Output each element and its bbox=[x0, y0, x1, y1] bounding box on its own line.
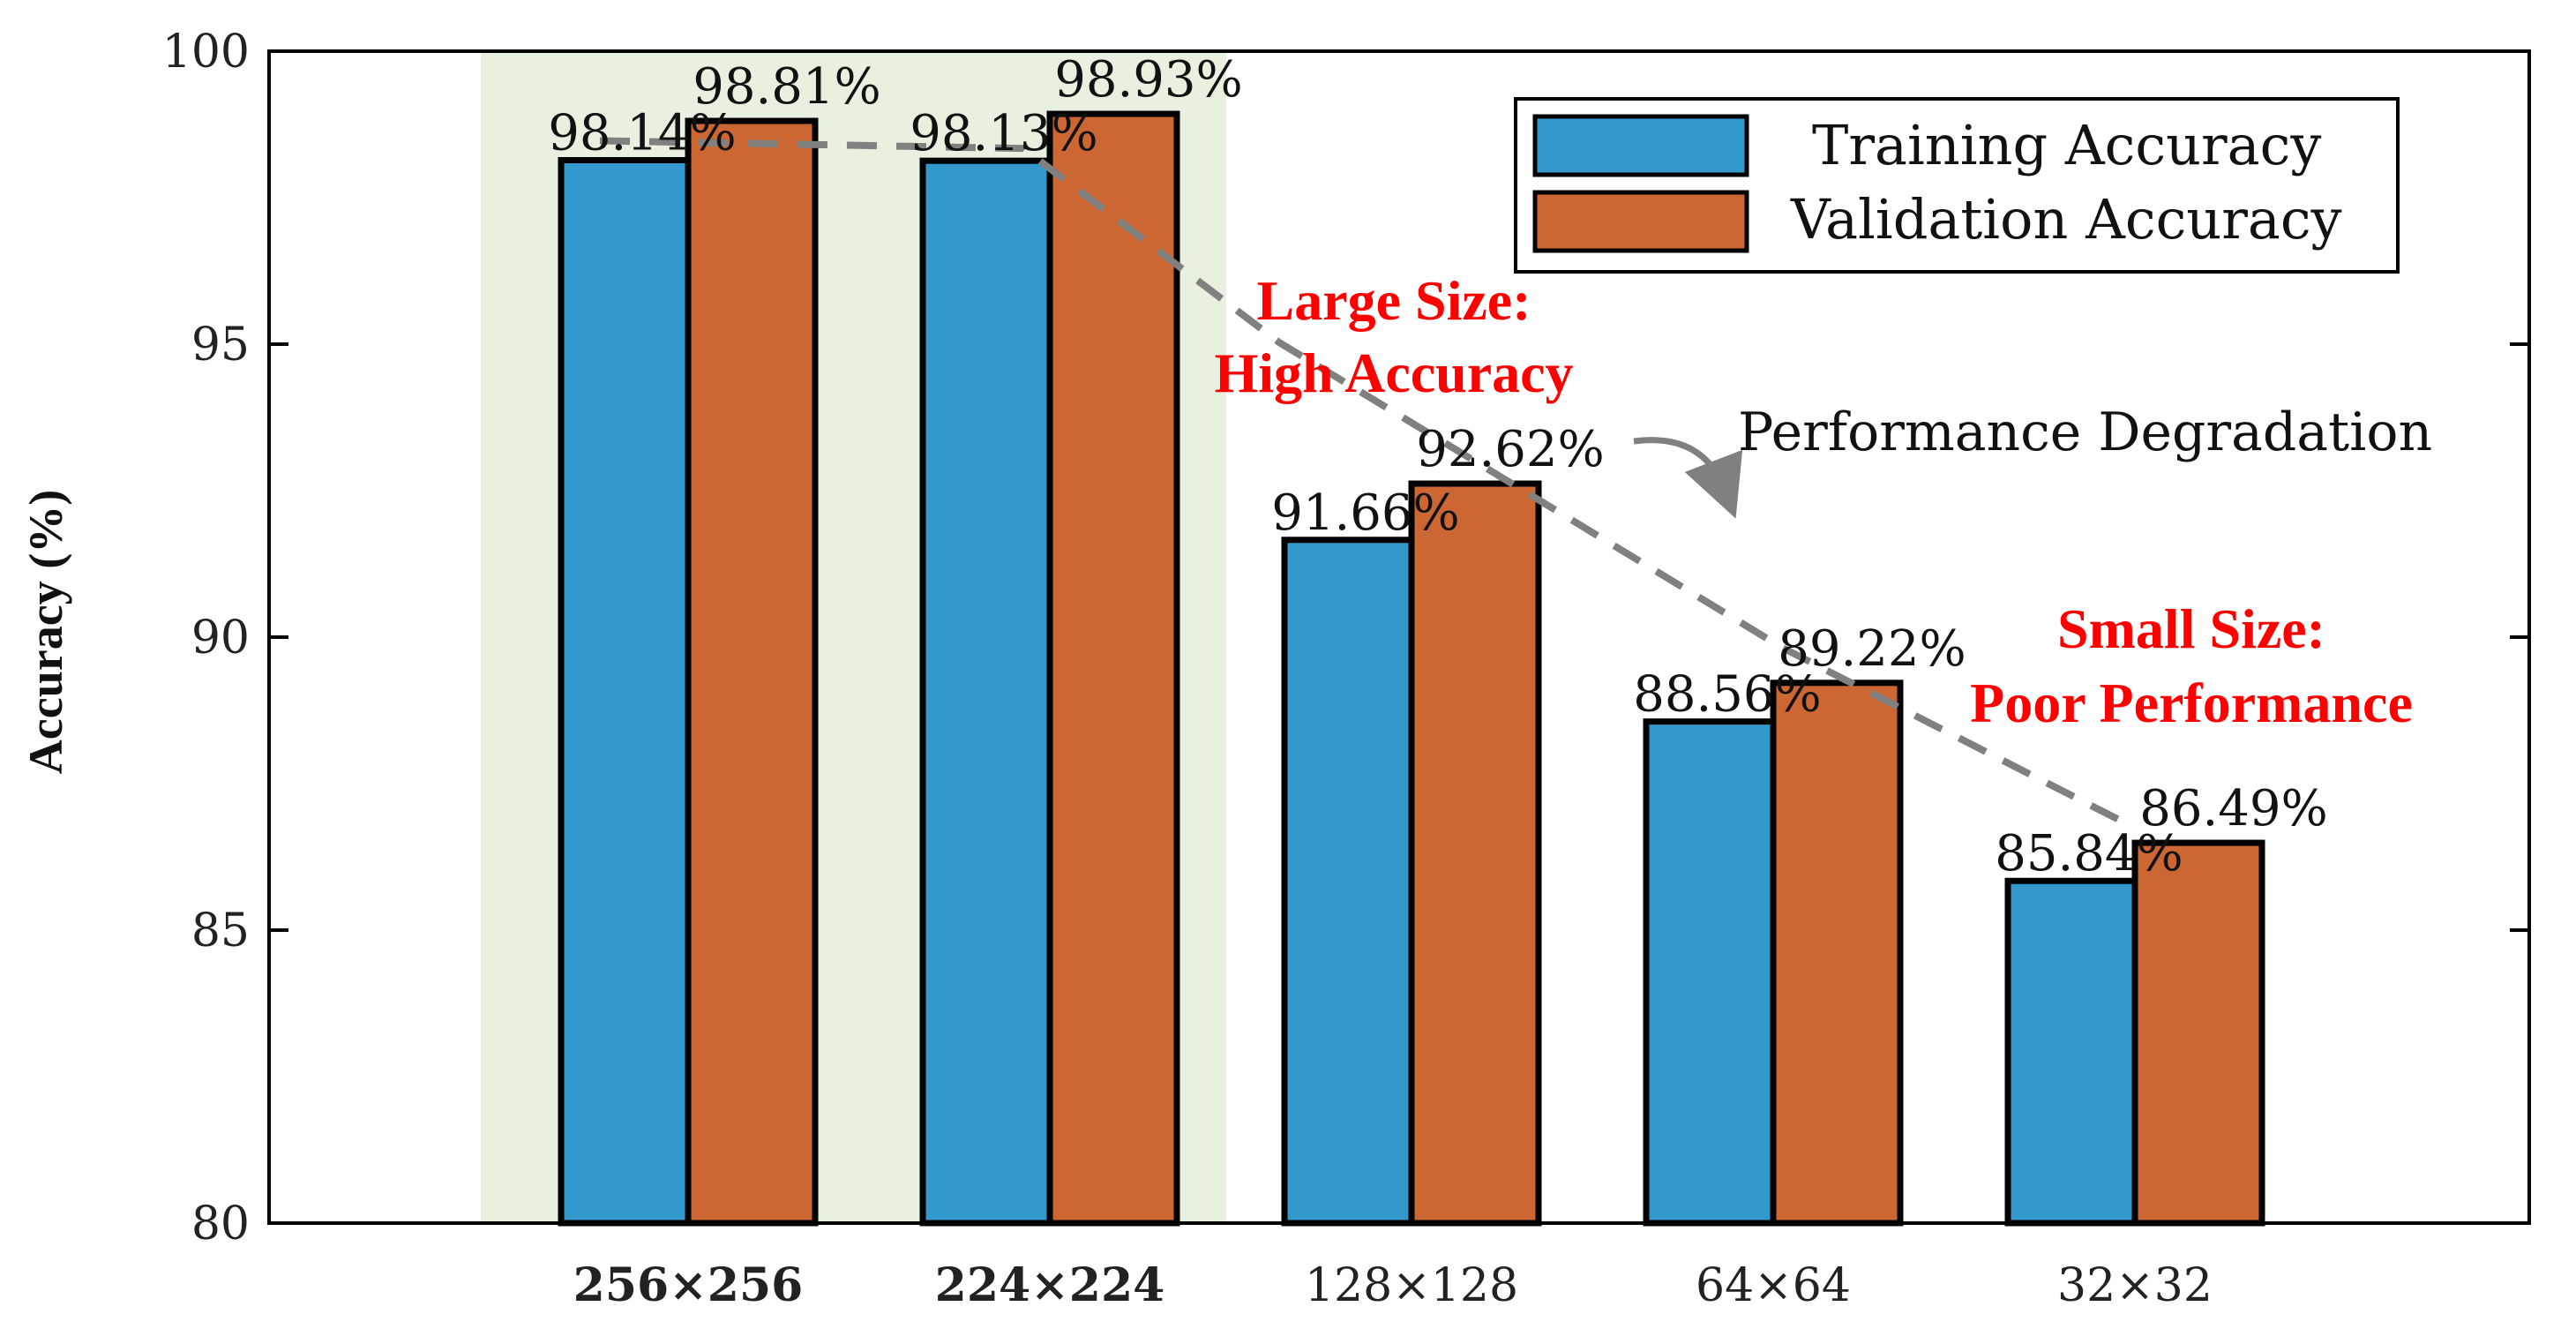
value-label-validation: 98.81% bbox=[693, 58, 881, 116]
degradation-label: Performance Degradation bbox=[1738, 402, 2432, 463]
bar-validation bbox=[685, 117, 819, 1227]
annotation-large-size: Large Size: High Accuracy bbox=[1214, 269, 1573, 404]
degradation-arrow bbox=[1633, 437, 1743, 519]
x-tick-label: 256×256 bbox=[573, 1258, 804, 1312]
y-tick-label: 80 bbox=[191, 1198, 250, 1250]
value-label-validation: 98.93% bbox=[1054, 51, 1243, 109]
bar-validation bbox=[2131, 839, 2265, 1227]
value-label-validation: 89.22% bbox=[1778, 620, 1966, 678]
x-tick-label: 128×128 bbox=[1305, 1259, 1518, 1312]
legend-swatch-training bbox=[1532, 114, 1749, 177]
bar-training bbox=[558, 157, 692, 1227]
bar-validation bbox=[1408, 480, 1542, 1227]
y-axis-title: Accuracy (%) bbox=[19, 490, 72, 774]
bar-validation bbox=[1046, 110, 1180, 1227]
value-label-training: 88.56% bbox=[1633, 666, 1822, 724]
y-tick-label: 85 bbox=[191, 905, 250, 957]
value-label-validation: 92.62% bbox=[1416, 421, 1605, 478]
value-label-validation: 86.49% bbox=[2139, 780, 2328, 837]
legend-label-validation: Validation Accuracy bbox=[1790, 187, 2342, 252]
bar-training bbox=[1281, 537, 1415, 1227]
legend-swatch-validation bbox=[1532, 190, 1749, 253]
value-label-training: 85.84% bbox=[1995, 825, 2183, 882]
x-tick-label: 224×224 bbox=[935, 1258, 1165, 1312]
value-label-training: 98.13% bbox=[910, 105, 1098, 162]
annotation-small-size: Small Size: Poor Performance bbox=[1970, 597, 2413, 734]
value-label-training: 91.66% bbox=[1271, 484, 1460, 542]
x-tick-label: 64×64 bbox=[1696, 1259, 1851, 1312]
plot-frame bbox=[267, 49, 2531, 1225]
y-tick-label: 90 bbox=[191, 612, 250, 664]
trend-line bbox=[599, 137, 2128, 827]
value-label-training: 98.14% bbox=[548, 105, 737, 162]
annotation-small-line2: Poor Performance bbox=[1970, 672, 2413, 734]
annotation-small-line1: Small Size: bbox=[2057, 597, 2325, 660]
bar-validation bbox=[1770, 680, 1904, 1227]
annotation-degradation: Performance Degradation bbox=[1633, 402, 2432, 519]
annotation-large-line2: High Accuracy bbox=[1214, 342, 1573, 404]
x-tick-label: 32×32 bbox=[2057, 1259, 2213, 1312]
y-tick-label: 100 bbox=[162, 26, 250, 79]
bar-training bbox=[919, 157, 1053, 1227]
legend-label-training: Training Accuracy bbox=[1812, 113, 2321, 177]
y-tick-label: 95 bbox=[191, 319, 250, 372]
annotation-large-line1: Large Size: bbox=[1257, 269, 1531, 332]
legend: Training Accuracy Validation Accuracy bbox=[1514, 97, 2400, 274]
bar-training bbox=[2004, 877, 2138, 1227]
bar-training bbox=[1643, 718, 1777, 1227]
